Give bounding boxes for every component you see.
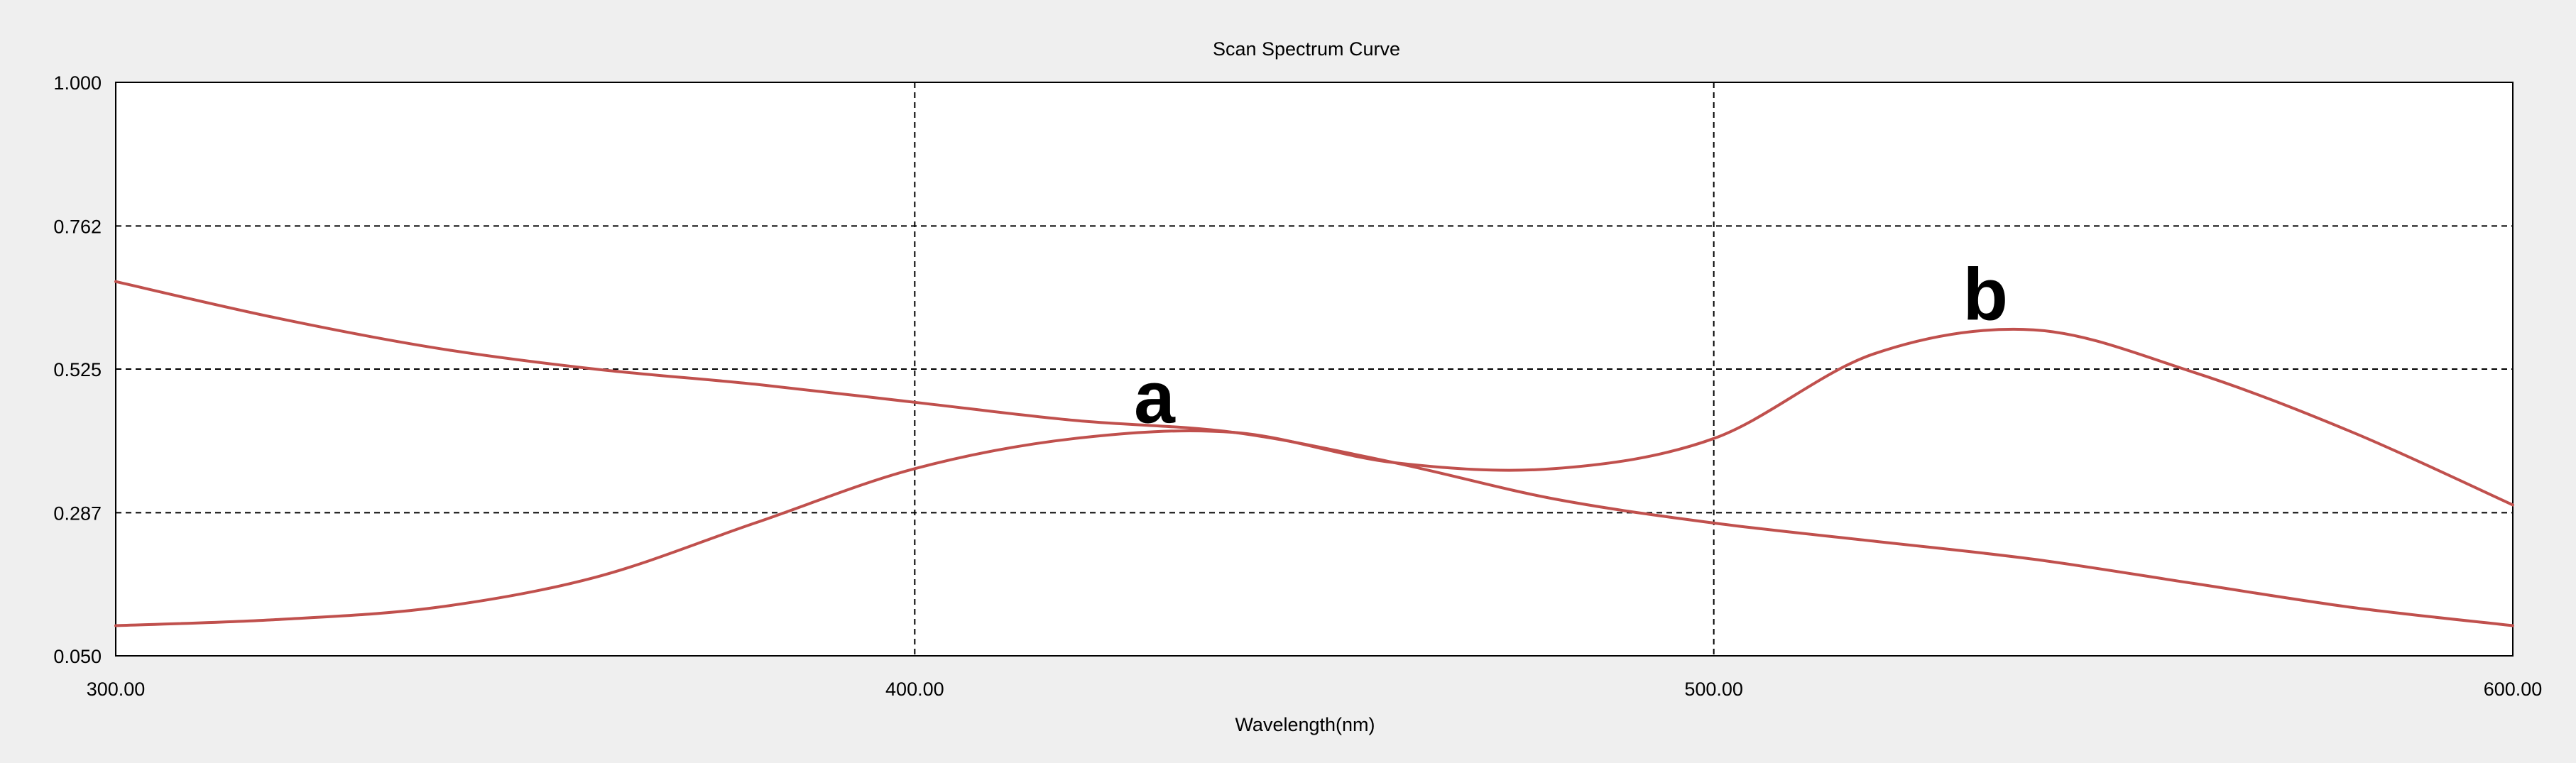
- x-tick-label: 600.00: [2484, 679, 2543, 700]
- series-layer: [114, 280, 2514, 627]
- y-tick-label: 0.525: [53, 359, 102, 380]
- y-tick-label: 0.050: [53, 646, 102, 667]
- chart-title: Scan Spectrum Curve: [1213, 38, 1400, 60]
- x-tick-label: 500.00: [1684, 679, 1743, 700]
- x-tick-label: 400.00: [885, 679, 944, 700]
- x-tick-labels: 300.00 400.00 500.00 600.00: [87, 679, 2543, 700]
- y-tick-label: 1.000: [53, 72, 102, 94]
- curve-label-b: b: [1963, 254, 2009, 336]
- y-tick-label: 0.287: [53, 503, 102, 524]
- series-line-b: [114, 327, 2514, 627]
- curve-label-a: a: [1134, 356, 1176, 439]
- y-tick-label: 0.762: [53, 216, 102, 237]
- y-tick-labels: 1.000 0.762 0.525 0.287 0.050: [53, 72, 102, 667]
- x-tick-label: 300.00: [87, 679, 146, 700]
- annotation-layer: ab: [1134, 254, 2008, 439]
- x-axis-label: Wavelength(nm): [1235, 714, 1375, 735]
- grid-layer: [116, 82, 2513, 656]
